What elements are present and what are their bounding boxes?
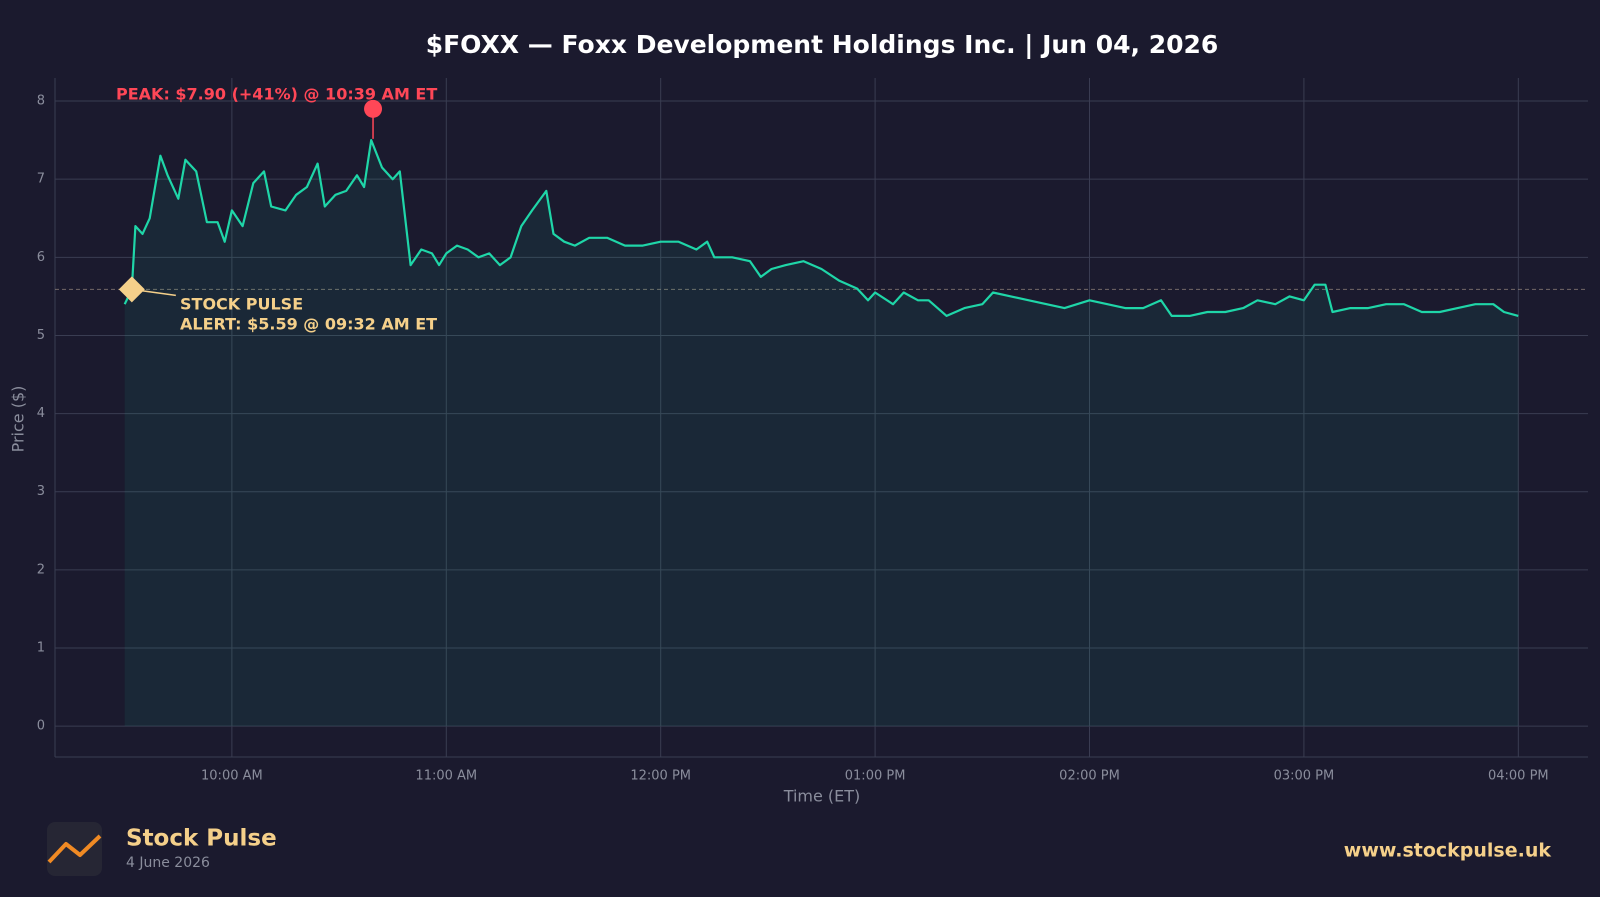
y-tick-label: 7 [37, 172, 45, 187]
x-tick-label: 02:00 PM [1059, 769, 1120, 784]
y-tick-label: 3 [37, 484, 45, 499]
y-tick-label: 2 [37, 562, 45, 577]
peak-label: PEAK: $7.90 (+41%) @ 10:39 AM ET [116, 85, 437, 104]
x-tick-label: 11:00 AM [415, 769, 477, 784]
y-tick-label: 0 [37, 719, 45, 734]
x-tick-label: 03:00 PM [1274, 769, 1335, 784]
x-tick-label: 10:00 AM [201, 769, 263, 784]
brand-name: Stock Pulse [126, 826, 277, 852]
alert-label: ALERT: $5.59 @ 09:32 AM ET [180, 315, 437, 334]
chart-title: $FOXX — Foxx Development Holdings Inc. |… [426, 30, 1219, 59]
y-tick-label: 4 [37, 406, 45, 421]
peak-marker [364, 99, 383, 118]
price-line [123, 139, 1519, 317]
area [124, 140, 1519, 727]
footer-date: 4 June 2026 [126, 855, 210, 871]
y-tick-label: 1 [37, 641, 45, 656]
y-tick-label: 8 [37, 94, 45, 109]
x-tick-label: 01:00 PM [845, 769, 906, 784]
x-axis-label: Time (ET) [783, 787, 861, 806]
y-tick-label: 6 [37, 250, 45, 265]
footer-url: www.stockpulse.uk [1344, 840, 1552, 862]
x-tick-label: 12:00 PM [630, 769, 691, 784]
x-tick-label: 04:00 PM [1488, 769, 1549, 784]
logo-line [47, 834, 102, 864]
alert-marker [118, 276, 145, 303]
y-tick-label: 5 [37, 328, 45, 343]
y-axis-label: Price ($) [9, 386, 28, 453]
alert-label: STOCK PULSE [180, 295, 303, 314]
logo [47, 822, 102, 876]
